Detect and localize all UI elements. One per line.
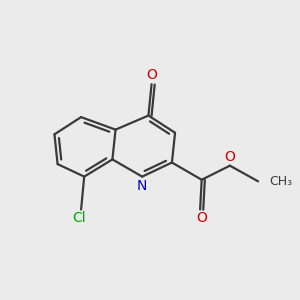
Text: O: O xyxy=(224,150,235,164)
Text: N: N xyxy=(137,179,147,193)
Text: Cl: Cl xyxy=(73,211,86,225)
Text: O: O xyxy=(146,68,157,83)
Text: CH₃: CH₃ xyxy=(269,175,292,188)
Text: O: O xyxy=(196,211,207,225)
